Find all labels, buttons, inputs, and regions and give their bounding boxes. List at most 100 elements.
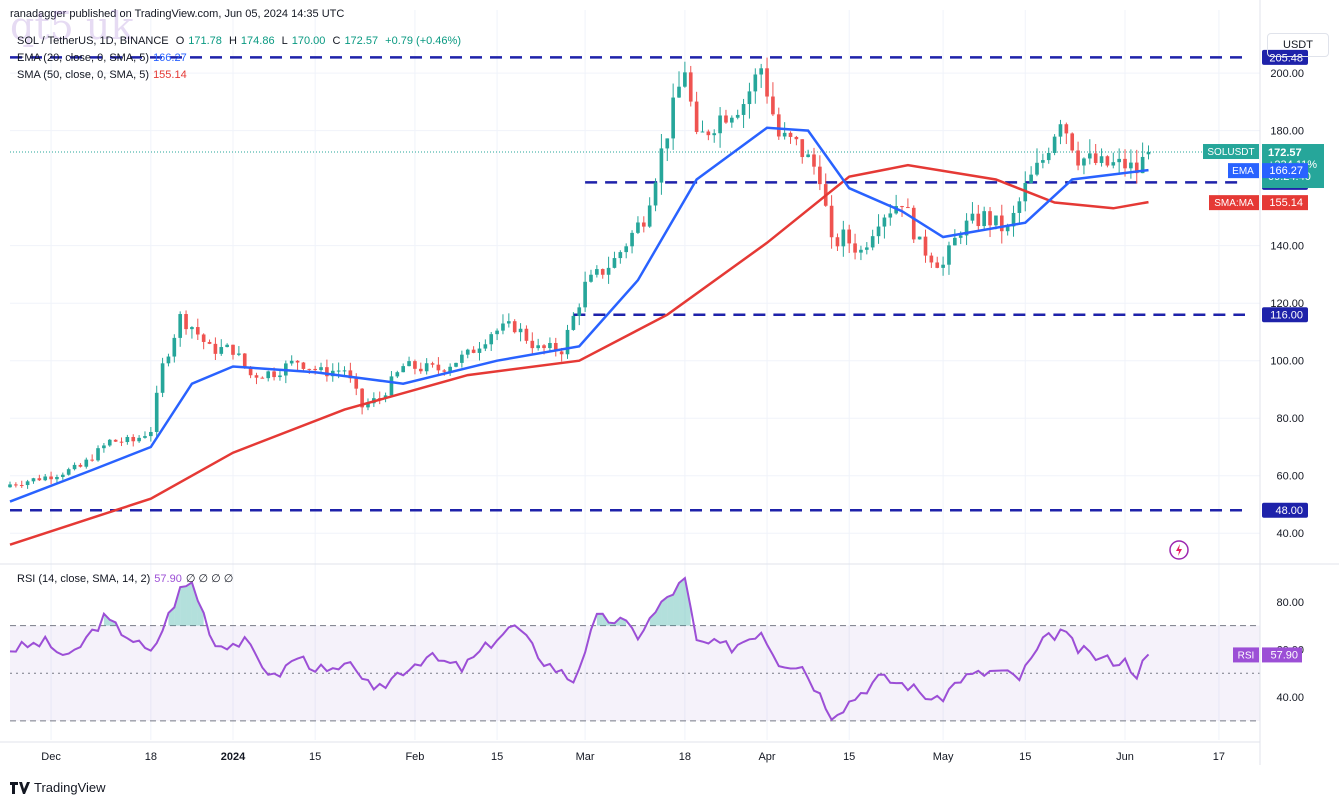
candle-body: [765, 68, 769, 97]
rsi-value-tag: [1262, 647, 1302, 663]
candle-body: [19, 485, 24, 487]
time-tick-label: Jun: [1116, 751, 1134, 763]
time-tick-label: 15: [491, 751, 503, 763]
candle-body: [595, 269, 599, 275]
candle-body: [653, 182, 658, 206]
candle-body: [160, 363, 165, 393]
candle-body: [776, 114, 781, 137]
moving-averages: [9, 126, 1149, 546]
candle-body: [407, 361, 411, 367]
candle-body: [154, 392, 159, 432]
symbol-name-tag: [1203, 144, 1259, 160]
candle-body: [436, 364, 441, 371]
sma-price-tag: [1262, 195, 1308, 211]
rsi-overbought-fill: [103, 613, 110, 626]
sma-50-line: [9, 163, 1149, 546]
candle-body: [911, 207, 916, 240]
price-tick-label: 200.00: [1270, 68, 1304, 80]
candle-body: [55, 476, 59, 480]
candle-body: [460, 354, 464, 363]
candle-body: [1146, 152, 1151, 155]
candle-body: [178, 314, 183, 338]
ema-name-tag-label: EMA: [1232, 166, 1254, 177]
candle-body: [794, 136, 799, 140]
candle-body: [1093, 153, 1098, 163]
rsi-overbought-fill: [667, 594, 674, 626]
candle-body: [864, 247, 869, 250]
candle-body: [941, 264, 945, 268]
candle-body: [1005, 226, 1010, 232]
candle-body: [694, 101, 699, 132]
time-tick-label: 18: [679, 751, 691, 763]
rsi-legend[interactable]: RSI (14, close, SMA, 14, 2) 57.90 ∅ ∅ ∅ ∅: [17, 572, 237, 585]
rsi-overbought-fill: [620, 617, 627, 626]
level-price-label: 48.00: [1275, 505, 1303, 517]
rsi-name-tag-label: RSI: [1238, 650, 1255, 661]
attribution-text: ranadagger published on TradingView.com,…: [10, 8, 345, 20]
candle-body: [712, 133, 717, 136]
candle-body: [113, 439, 118, 442]
candle-body: [207, 341, 212, 344]
candle-body: [1134, 162, 1139, 174]
candle-body: [530, 340, 535, 349]
candle-body: [583, 281, 587, 308]
sma-legend[interactable]: SMA (50, close, 0, SMA, 5) 155.14: [17, 69, 191, 81]
candle-body: [60, 474, 65, 477]
sma-name-tag-label: SMA:MA: [1214, 198, 1254, 209]
candle-body: [1058, 124, 1063, 137]
open-label: O: [175, 35, 185, 47]
candle-body: [201, 334, 206, 342]
ema-price-tag-label: 166.27: [1269, 165, 1303, 177]
time-tick-label: 15: [1019, 751, 1031, 763]
candle-body: [1041, 160, 1045, 163]
candle-body: [78, 464, 83, 467]
candle-body: [841, 229, 846, 247]
time-tick-label: 2024: [221, 751, 246, 763]
change-value: +0.79 (+0.46%): [385, 35, 461, 47]
level-price-label: 116.00: [1270, 310, 1303, 322]
candle-body: [542, 345, 546, 349]
level-price-tag: [1262, 307, 1308, 323]
rsi-overbought-fill: [174, 587, 181, 626]
candle-body: [295, 360, 300, 363]
candle-body: [947, 245, 951, 265]
ema-legend[interactable]: EMA (20, close, 0, SMA, 5) 166.27: [17, 52, 191, 64]
candle-body: [195, 327, 200, 335]
candle-body: [219, 347, 224, 354]
candle-body: [812, 154, 816, 167]
candle-body: [683, 72, 687, 87]
tradingview-logo-icon: [10, 781, 30, 794]
currency-button[interactable]: USDT: [1267, 33, 1329, 57]
candle-body: [1111, 162, 1116, 166]
candle-body: [366, 403, 370, 408]
candle-body: [213, 343, 218, 354]
candle-body: [718, 115, 722, 134]
candle-body: [559, 351, 564, 355]
candle-body: [278, 375, 282, 378]
symbol-name-tag-label: SOLUSDT: [1207, 147, 1254, 158]
candle-body: [577, 307, 582, 316]
candle-body: [589, 274, 593, 282]
candle-body: [84, 459, 89, 467]
candle-body: [606, 267, 611, 275]
candle-body: [1117, 158, 1121, 163]
candle-body: [348, 370, 353, 379]
low-label: L: [281, 35, 288, 47]
candle-body: [413, 361, 417, 369]
candle-body: [448, 366, 452, 372]
candle-body: [999, 215, 1004, 232]
candle-body: [1070, 133, 1075, 151]
close-label: C: [332, 35, 341, 47]
candle-body: [1129, 162, 1133, 169]
rsi-tick-label: 80.00: [1276, 597, 1304, 609]
footer-brand[interactable]: TradingView: [10, 780, 106, 795]
symbol-name[interactable]: SOL / TetherUS, 1D, BINANCE: [17, 35, 169, 47]
close-value: 172.57: [344, 35, 379, 47]
price-tags: 205.48162.00116.0048.00SOLUSDT172.57+234…: [1169, 49, 1324, 663]
candle-body: [137, 437, 141, 442]
candle-body: [395, 372, 400, 377]
candle-body: [553, 342, 558, 352]
candle-body: [829, 205, 834, 238]
rsi-value-tag-label: 57.90: [1270, 649, 1298, 661]
candle-body: [266, 371, 271, 379]
